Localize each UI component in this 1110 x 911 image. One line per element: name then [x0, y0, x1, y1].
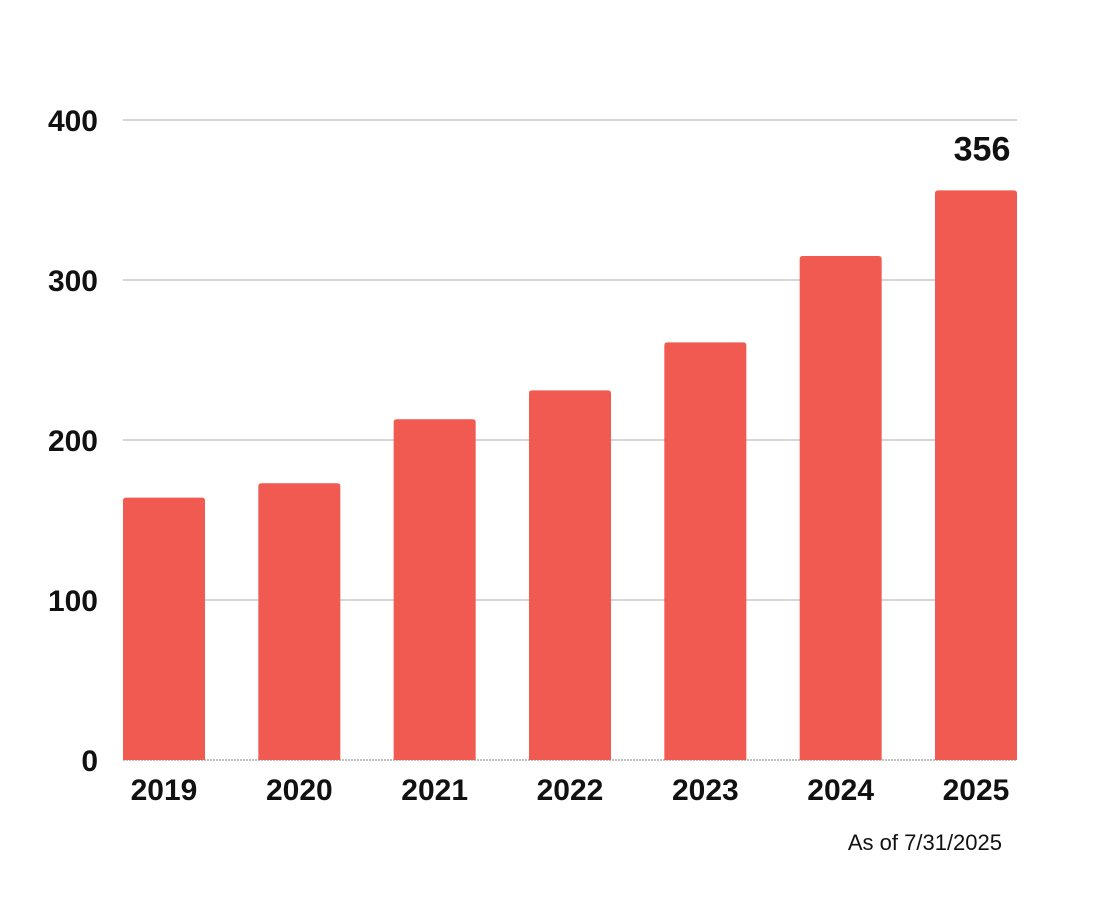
bar-2023	[664, 342, 747, 760]
bar-2024	[799, 256, 882, 760]
bar-2021	[393, 419, 476, 760]
y-tick-label-300: 300	[48, 265, 98, 298]
bar-2020	[258, 483, 341, 760]
x-tick-label-2022: 2022	[537, 774, 604, 807]
x-axis-tick-labels: 2019 2020 2021 2022 2023 2024 2025	[131, 774, 1010, 807]
x-tick-label-2023: 2023	[672, 774, 739, 807]
x-tick-label-2020: 2020	[266, 774, 333, 807]
y-tick-label-400: 400	[48, 105, 98, 138]
x-tick-label-2021: 2021	[401, 774, 468, 807]
as-of-note: As of 7/31/2025	[847, 830, 1002, 855]
data-label-2025: 356	[954, 130, 1011, 168]
y-tick-label-200: 200	[48, 425, 98, 458]
y-tick-label-100: 100	[48, 585, 98, 618]
bars	[123, 190, 1017, 760]
bar-2022	[529, 390, 611, 760]
bar-2019	[123, 497, 205, 760]
data-labels: 356	[954, 130, 1011, 168]
y-axis-tick-labels: 0 100 200 300 400	[48, 105, 98, 778]
x-tick-label-2025: 2025	[943, 774, 1010, 807]
x-tick-label-2019: 2019	[131, 774, 198, 807]
bar-2025	[935, 190, 1017, 760]
y-tick-label-0: 0	[81, 745, 98, 778]
x-tick-label-2024: 2024	[807, 774, 874, 807]
